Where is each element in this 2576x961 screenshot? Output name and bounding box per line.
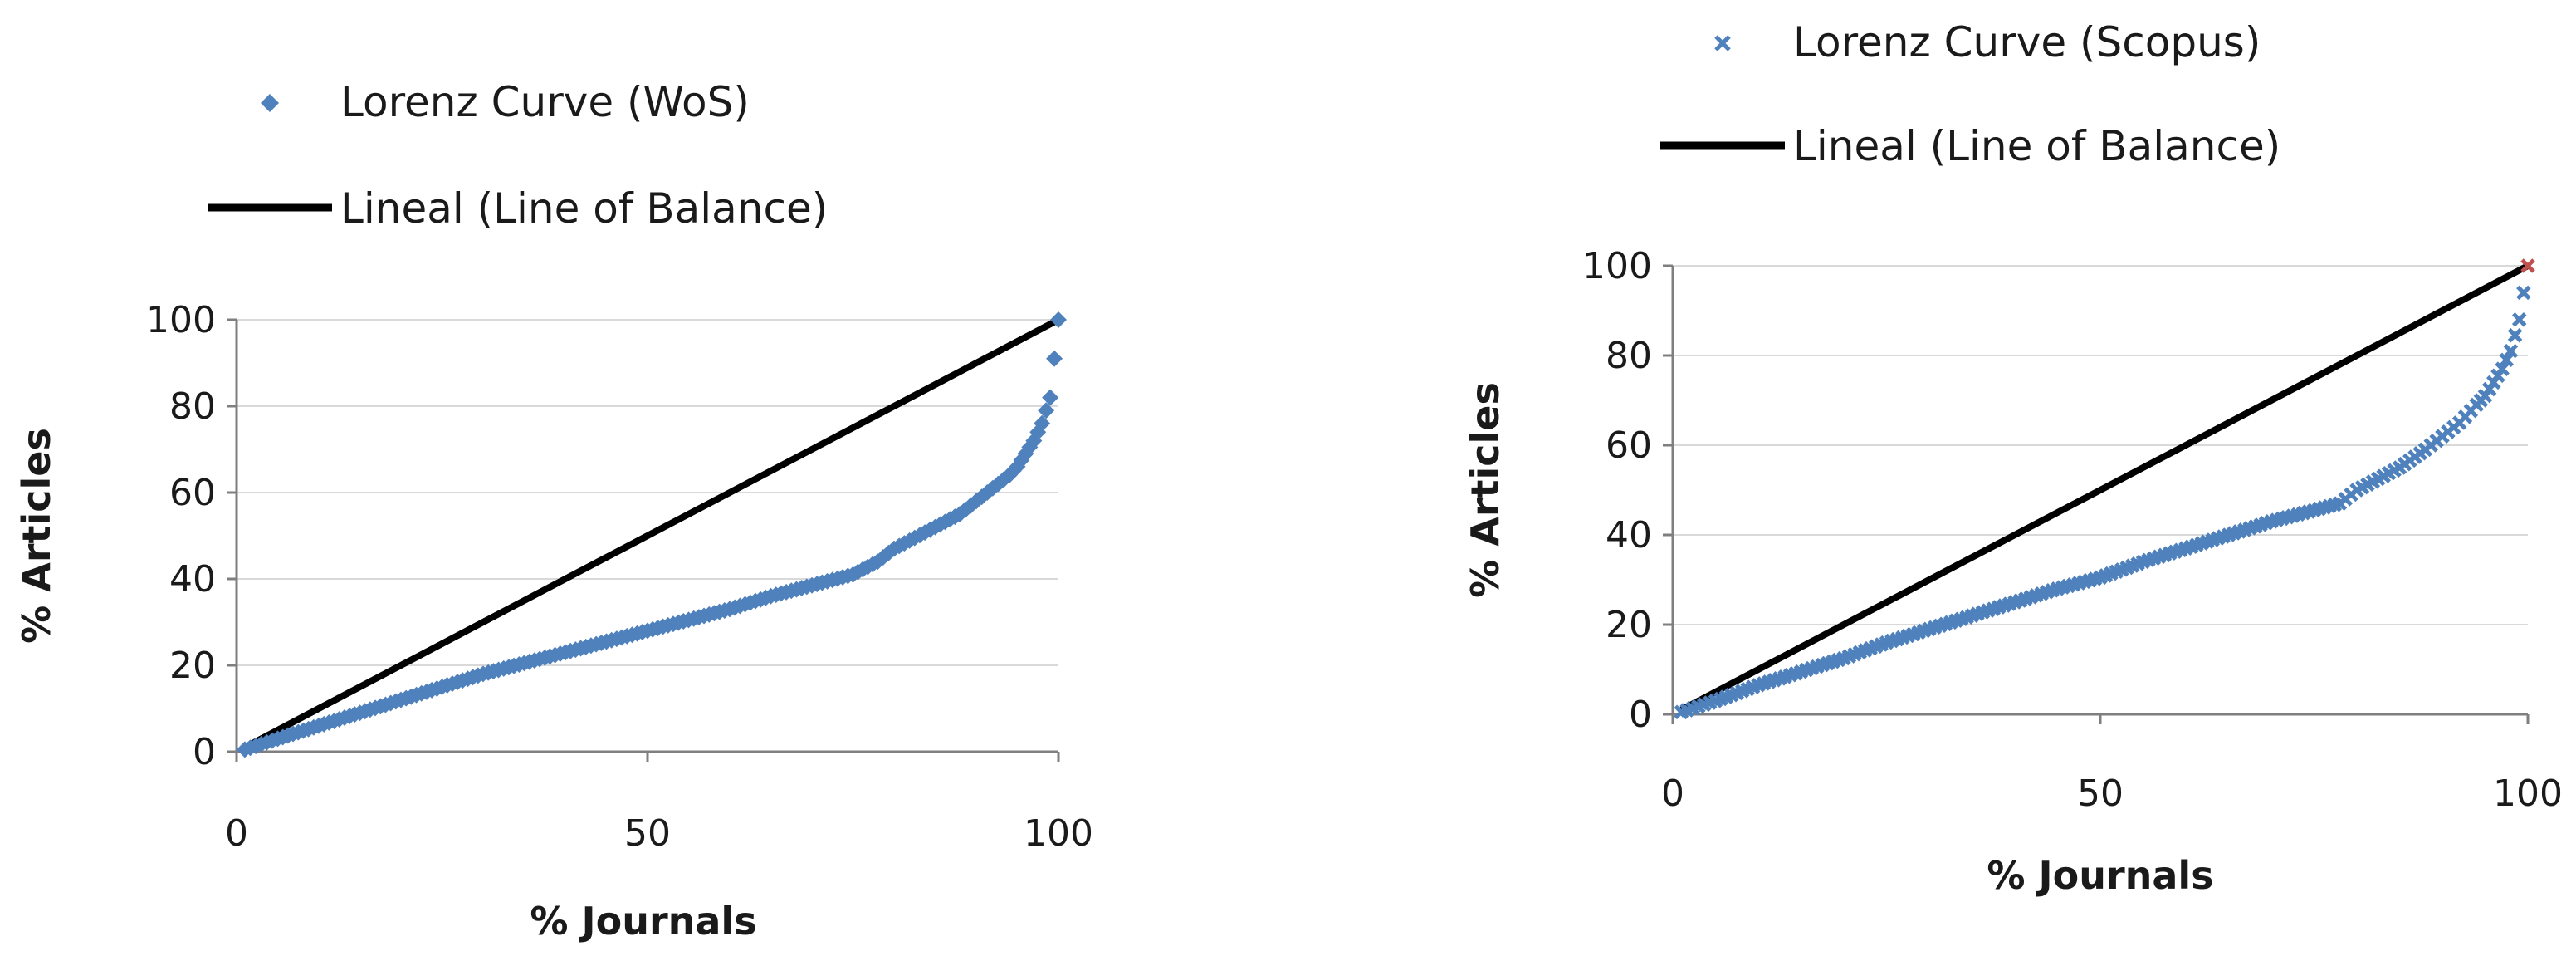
- scopus-legend-marker-lorenz: [1714, 35, 1731, 51]
- scopus-lorenz-point: [2507, 327, 2523, 343]
- wos-legend: Lorenz Curve (WoS) Lineal (Line of Balan…: [208, 78, 828, 233]
- wos-y-tick-label: 0: [193, 731, 216, 773]
- wos-legend-marker-lorenz: [261, 94, 279, 112]
- scopus-legend-label-balance: Lineal (Line of Balance): [1793, 122, 2280, 170]
- wos-x-axis-label: % Journals: [530, 899, 756, 944]
- wos-lorenz-points: [236, 311, 1067, 758]
- wos-lorenz-point: [1034, 414, 1051, 432]
- wos-lorenz-point: [1038, 402, 1055, 419]
- scopus-y-tick-labels: 0 20 40 60 80 100: [1582, 245, 1652, 736]
- wos-lorenz-point: [1046, 350, 1063, 367]
- scopus-legend-label-lorenz: Lorenz Curve (Scopus): [1793, 18, 2261, 66]
- wos-y-tick-label: 20: [169, 645, 216, 687]
- scopus-gridlines: [1673, 265, 2528, 625]
- wos-legend-label-lorenz: Lorenz Curve (WoS): [340, 78, 750, 126]
- scopus-y-tick-label: 80: [1606, 335, 1652, 377]
- wos-x-tick-labels: 0 50 100: [225, 812, 1093, 855]
- wos-y-tick-label: 60: [169, 472, 216, 514]
- wos-x-tick-label: 50: [624, 812, 671, 855]
- wos-gridlines: [237, 319, 1058, 666]
- scopus-lorenz-point: [2503, 343, 2519, 359]
- scopus-lorenz-points: [1674, 258, 2535, 720]
- wos-axes: [227, 318, 1060, 762]
- wos-y-axis-label: % Articles: [14, 428, 59, 644]
- scopus-y-tick-label: 60: [1606, 424, 1652, 467]
- wos-legend-label-balance: Lineal (Line of Balance): [340, 184, 828, 233]
- scopus-lorenz-point: [2495, 361, 2510, 376]
- scopus-y-tick-label: 0: [1629, 694, 1652, 736]
- scopus-balance-line: [1679, 262, 2530, 713]
- scopus-x-tick-label: 100: [2493, 772, 2563, 815]
- wos-legend-diamond: [261, 94, 279, 112]
- wos-lorenz-point: [1050, 311, 1067, 328]
- wos-balance-line: [243, 316, 1060, 751]
- scopus-lorenz-point: [2516, 285, 2531, 301]
- scopus-y-tick-label: 40: [1606, 514, 1652, 556]
- scopus-y-axis-label: % Articles: [1463, 382, 1508, 598]
- scopus-x-tick-label: 50: [2077, 772, 2124, 815]
- scopus-axes: [1663, 264, 2530, 724]
- wos-x-tick-label: 0: [225, 812, 248, 855]
- wos-y-tick-label: 80: [169, 385, 216, 428]
- wos-y-tick-labels: 0 20 40 60 80 100: [146, 299, 216, 773]
- scopus-lorenz-point: [2511, 312, 2527, 327]
- scopus-legend-x: [1714, 35, 1731, 51]
- wos-lorenz-chart: Lorenz Curve (WoS) Lineal (Line of Balan…: [14, 78, 1093, 944]
- scopus-x-tick-labels: 0 50 100: [1661, 772, 2563, 815]
- scopus-lorenz-point: [2520, 258, 2535, 273]
- scopus-y-tick-label: 20: [1606, 604, 1652, 646]
- wos-x-tick-label: 100: [1024, 812, 1093, 855]
- wos-y-tick-label: 100: [146, 299, 216, 341]
- wos-balance-line-segment: [243, 316, 1060, 751]
- scopus-legend: Lorenz Curve (Scopus) Lineal (Line of Ba…: [1660, 18, 2280, 170]
- scopus-lorenz-chart: Lorenz Curve (Scopus) Lineal (Line of Ba…: [1463, 18, 2563, 898]
- scopus-x-tick-label: 0: [1661, 772, 1684, 815]
- wos-lorenz-point: [1042, 389, 1059, 406]
- scopus-lorenz-point: [2499, 352, 2515, 368]
- wos-y-tick-label: 40: [169, 558, 216, 601]
- scopus-x-axis-label: % Journals: [1987, 853, 2213, 898]
- scopus-y-tick-label: 100: [1582, 245, 1652, 287]
- scopus-balance-line-segment: [1679, 262, 2530, 713]
